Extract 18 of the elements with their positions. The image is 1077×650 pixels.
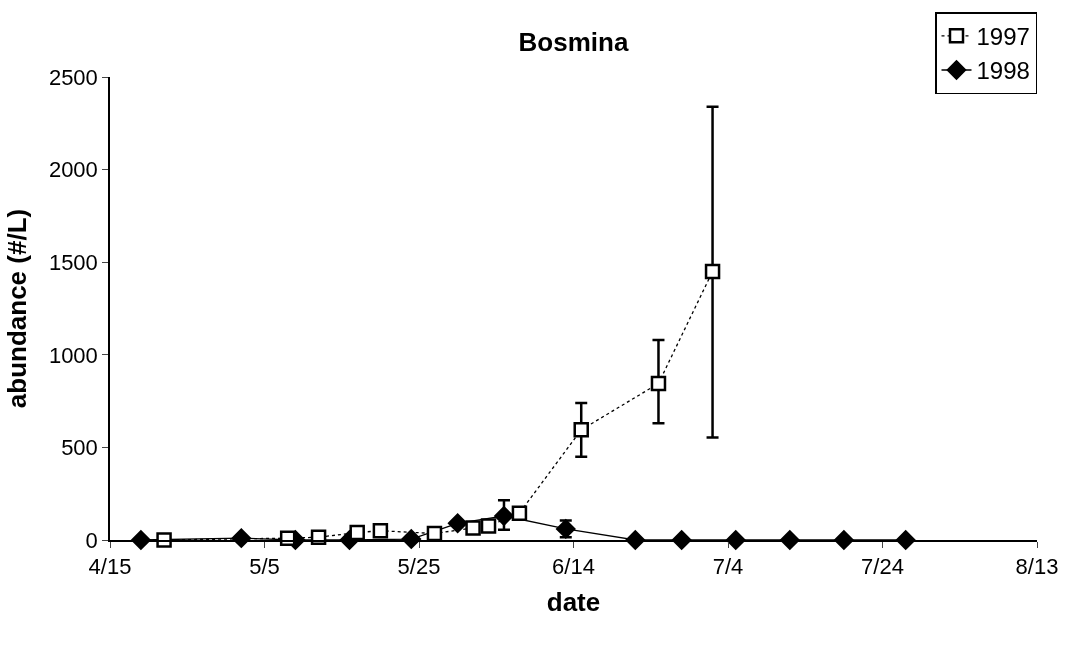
y-tick-label: 500 xyxy=(61,435,98,461)
y-tick-label: 2000 xyxy=(48,157,98,183)
y-tick-label: 2500 xyxy=(48,64,98,90)
chart-title: Bosmina xyxy=(518,26,629,57)
x-tick-label: 8/13 xyxy=(1015,554,1059,580)
x-axis-title: date xyxy=(546,587,601,618)
x-tick-label: 7/4 xyxy=(712,554,744,580)
y-tick-label: 0 xyxy=(85,527,98,553)
x-tick-label: 4/15 xyxy=(88,554,132,580)
legend-label: 1998 xyxy=(976,57,1030,85)
y-tick-label: 1500 xyxy=(48,249,98,275)
x-tick-label: 5/5 xyxy=(249,554,280,580)
legend-label: 1997 xyxy=(976,23,1030,51)
x-tick-label: 7/24 xyxy=(861,554,904,580)
y-tick-label: 1000 xyxy=(48,342,98,368)
y-axis-title: abundance (#/L) xyxy=(1,208,32,409)
x-tick-label: 5/25 xyxy=(397,554,441,580)
x-tick-label: 6/14 xyxy=(552,554,595,580)
